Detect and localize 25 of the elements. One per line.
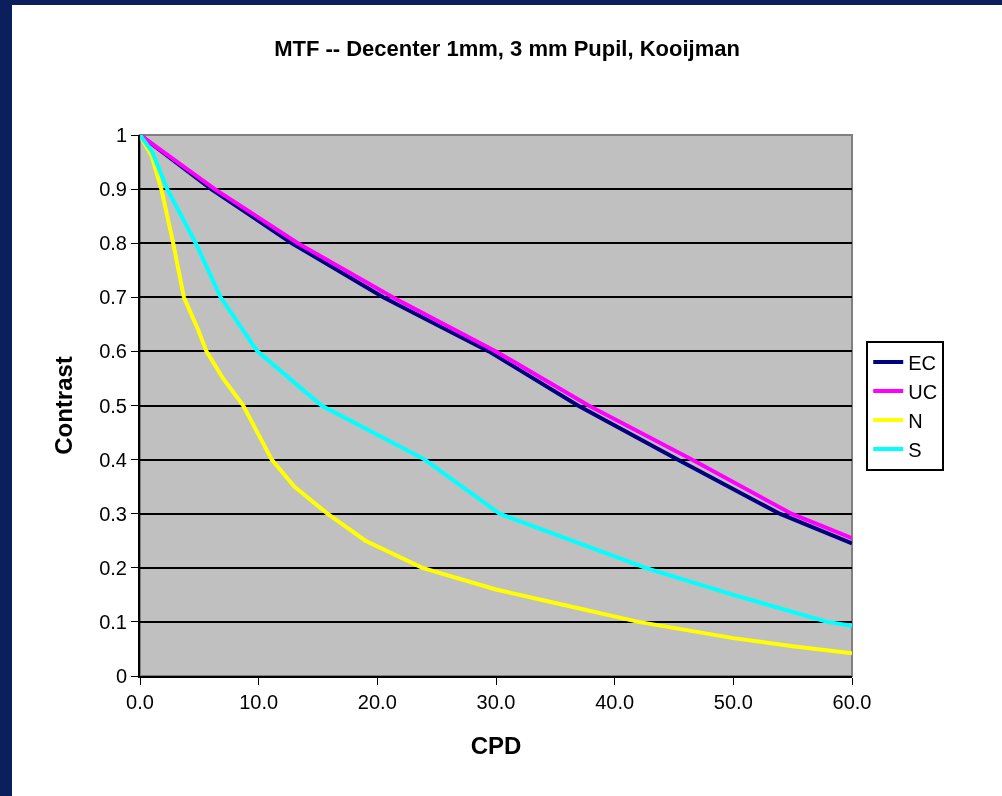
x-tick-label: 30.0 bbox=[476, 691, 516, 713]
legend-label: EC bbox=[908, 351, 937, 374]
y-axis-title: Contrast bbox=[49, 356, 77, 455]
x-tick-label: 50.0 bbox=[713, 691, 753, 713]
legend-label: N bbox=[908, 409, 923, 432]
legend-label: UC bbox=[908, 380, 938, 403]
y-tick-label: 0.9 bbox=[99, 178, 127, 201]
x-axis-title: CPD bbox=[470, 731, 522, 759]
x-tick-label: 0.0 bbox=[126, 691, 154, 713]
y-tick-label: 0.7 bbox=[99, 286, 127, 309]
x-tick-label: 60.0 bbox=[832, 691, 872, 713]
y-tick-label: 0.8 bbox=[99, 232, 127, 255]
x-tick-label: 20.0 bbox=[357, 691, 397, 713]
x-tick-label: 40.0 bbox=[595, 691, 635, 713]
legend-label: S bbox=[908, 438, 922, 461]
y-tick-label: 0.2 bbox=[99, 556, 127, 579]
y-tick-label: 0.3 bbox=[99, 502, 127, 525]
y-tick-label: 0 bbox=[115, 665, 127, 687]
y-tick-label: 0.6 bbox=[99, 340, 127, 363]
y-tick-label: 1 bbox=[115, 124, 127, 146]
chart-title: MTF -- Decenter 1mm, 3 mm Pupil, Kooijman bbox=[274, 36, 740, 61]
y-tick-label: 0.4 bbox=[99, 448, 127, 471]
x-tick-label: 10.0 bbox=[239, 691, 279, 713]
y-tick-label: 0.1 bbox=[99, 610, 127, 633]
y-tick-label: 0.5 bbox=[99, 394, 127, 417]
